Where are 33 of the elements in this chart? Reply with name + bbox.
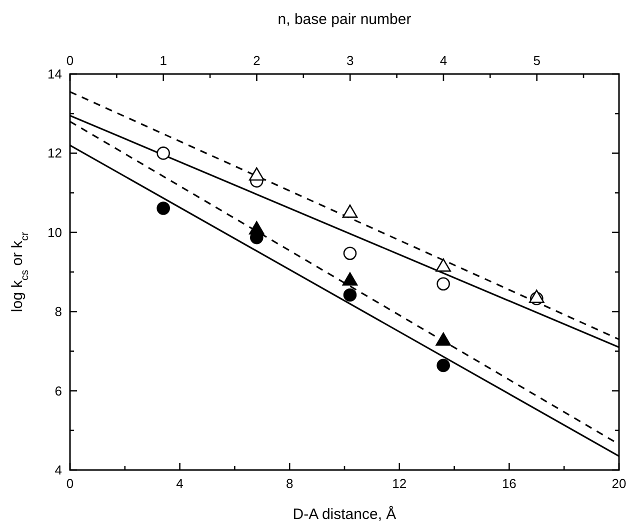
x2-tick-label: 2 (253, 53, 260, 68)
y-tick-label: 8 (54, 304, 62, 320)
point (436, 258, 451, 272)
x-tick-label: 0 (66, 476, 74, 491)
y-tick-label: 14 (48, 66, 62, 82)
y-tick-label: 6 (54, 383, 62, 398)
point (249, 221, 264, 234)
x-tick-label: 4 (176, 476, 184, 491)
x-tick-label: 16 (502, 476, 516, 491)
y-tick-label: 12 (48, 146, 62, 161)
y-tick-label: 4 (54, 462, 62, 478)
x-tick-label: 12 (392, 476, 407, 491)
point (343, 288, 357, 302)
point (436, 277, 450, 291)
point (249, 167, 264, 181)
x2-tick-label: 0 (66, 53, 74, 68)
x2-tick-label: 4 (440, 53, 448, 68)
point (529, 290, 544, 303)
y-tick-label: 10 (48, 224, 62, 240)
point (342, 204, 358, 218)
point (156, 202, 170, 215)
x2-tick-label: 1 (160, 53, 167, 68)
point (343, 246, 357, 260)
point (436, 332, 451, 346)
x2-tick-label: 5 (533, 53, 540, 68)
x-tick-label: 8 (286, 476, 294, 491)
x-axis-title: D-A distance, Å (292, 505, 396, 523)
point (436, 358, 450, 372)
point (342, 272, 358, 286)
x2-axis-title: n, base pair number (278, 11, 412, 28)
point (156, 146, 170, 160)
x-tick-label: 20 (612, 476, 626, 491)
x2-tick-label: 3 (346, 53, 354, 68)
